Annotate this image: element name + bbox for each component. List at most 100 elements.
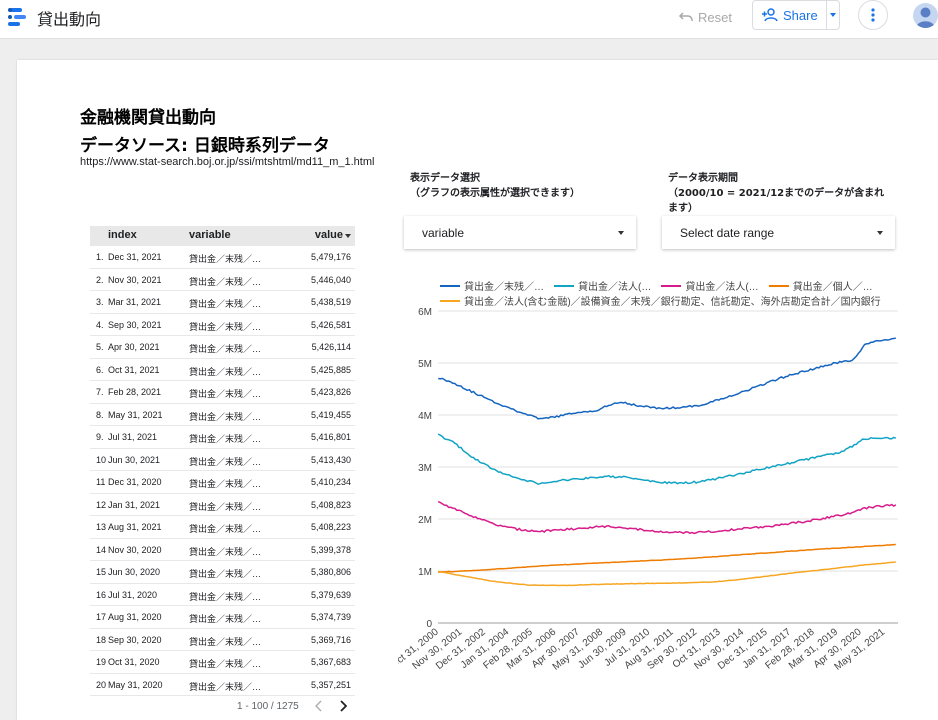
row-number: 1. [96,252,104,262]
cell-variable: 貸出金／末残／… [189,434,262,444]
prev-page-icon[interactable] [314,700,323,712]
cell-variable: 貸出金／末残／… [189,456,262,467]
legend-item[interactable]: 貸出金／法人(… [554,278,651,293]
table-row[interactable]: 15.Jun 30, 2020 貸出金／末残／… 5,380,806 [90,561,355,584]
table-row[interactable]: 19.Oct 31, 2020 貸出金／末残／… 5,367,683 [90,651,355,674]
reset-button[interactable]: Reset [678,7,732,27]
cell-variable: 貸出金／末残／… [189,524,262,534]
cell-index: Mar 31, 2021 [108,297,162,307]
table-row[interactable]: 3. Mar 31, 2021 貸出金／末残／… 5,438,519 [90,291,355,314]
cell-value: 5,426,114 [311,342,351,352]
table-row[interactable]: 1. Dec 31, 2021 貸出金／末残／… 5,479,176 [90,246,355,269]
table-row[interactable]: 14.Nov 30, 2020 貸出金／末残／… 5,399,378 [90,539,355,561]
table-row[interactable]: 12.Jan 31, 2021 貸出金／末残／… 5,408,823 [90,494,355,516]
cell-index: Oct 31, 2021 [108,364,160,375]
cell-value: 5,423,826 [310,387,351,397]
row-number: 12. [96,499,106,510]
cell-index: Jan 31, 2021 [108,499,161,510]
cell-variable: 貸出金／末残／… [189,321,262,332]
row-number: 3. [96,297,104,307]
cell-variable: 貸出金／末残／… [189,299,262,309]
cell-variable: 貸出金／末残／… [189,569,262,579]
table-row[interactable]: 6. Oct 31, 2021 貸出金／末残／… 5,425,885 [90,359,355,381]
daterange-label-line3: ます） [668,203,698,214]
legend-label: 貸出金／法人(… [578,282,652,293]
legend-item[interactable]: 貸出金／法人(含む金融)／設備資金／末残／銀行勘定、信託勘定、海外店勘定合計／国… [440,293,881,308]
next-page-icon[interactable] [339,700,347,712]
series-line [438,543,896,573]
cell-index: Oct 31, 2020 [108,657,160,667]
cell-value: 5,379,639 [310,589,351,600]
column-header-variable[interactable]: variable [189,229,231,241]
share-label: Share [783,7,818,23]
series-line [438,337,896,420]
cell-index: Jun 30, 2021 [108,454,161,465]
legend-swatch [440,299,460,302]
cell-value: 5,408,223 [310,522,351,532]
y-tick-label: 2M [418,515,432,526]
cell-value: 5,367,683 [310,657,351,667]
cell-variable: 貸出金／末残／… [189,411,262,422]
table-row[interactable]: 16.Jul 31, 2020 貸出金／末残／… 5,379,639 [90,584,355,606]
legend-item[interactable]: 貸出金／法人(… [661,278,759,293]
legend-item[interactable]: 貸出金／個人／… [768,278,873,293]
cell-value: 5,374,739 [310,612,351,622]
cell-variable: 貸出金／末残／… [189,636,262,647]
legend-item[interactable]: 貸出金／末残／… [440,278,544,293]
table-row[interactable]: 9. Jul 31, 2021 貸出金／末残／… 5,416,801 [90,426,355,449]
chart-legend-row1: 貸出金／末残／… 貸出金／法人(… 貸出金／法人(… 貸出金／個人／… [440,278,883,293]
table-body: 1. Dec 31, 2021 貸出金／末残／… 5,479,176 2. Nov 30,… [90,246,355,696]
series-line [438,561,896,587]
table-row[interactable]: 8. May 31, 2021 貸出金／末残／… 5,419,455 [90,404,355,426]
cell-value: 5,380,806 [310,567,351,577]
column-header-value[interactable]: value [314,229,343,241]
table-row[interactable]: 11.Dec 31, 2020 貸出金／末残／… 5,410,234 [90,471,355,494]
row-number: 16. [96,589,106,600]
table-row[interactable]: 5. Apr 30, 2021 貸出金／末残／… 5,426,114 [90,336,355,359]
undo-icon [678,12,693,21]
cell-index: Apr 30, 2021 [108,342,160,352]
row-number: 11. [96,477,106,487]
y-tick-label: 1M [418,567,432,578]
table-row[interactable]: 2. Nov 30, 2021 貸出金／末残／… 5,446,040 [90,269,355,291]
cell-value: 5,416,801 [310,432,351,442]
table-row[interactable]: 10.Jun 30, 2021 貸出金／末残／… 5,413,430 [90,449,355,471]
cell-index: May 31, 2020 [108,679,163,690]
top-bar: 貸出動向 Reset Share [0,0,938,39]
table-row[interactable]: 20.May 31, 2020 貸出金／末残／… 5,357,251 [90,674,355,696]
table-row[interactable]: 18.Sep 30, 2020 貸出金／末残／… 5,369,716 [90,629,355,651]
avatar[interactable] [913,3,938,28]
dimension-label-line1: 表示データ選択 [410,173,480,184]
legend-swatch [661,284,682,287]
table-row[interactable]: 7. Feb 28, 2021 貸出金／末残／… 5,423,826 [90,381,355,404]
dropdown-arrow-icon [877,230,883,235]
cell-index: Feb 28, 2021 [108,387,162,397]
more-options-button[interactable] [858,0,888,30]
sort-desc-icon[interactable] [345,234,351,238]
dimension-control-label: 表示データ選択 （グラフの表示属性が選択できます） [410,171,580,201]
add-person-icon [762,8,778,22]
cell-index: Jun 30, 2020 [108,567,161,577]
table-row[interactable]: 13.Aug 31, 2021 貸出金／末残／… 5,408,223 [90,516,355,539]
cell-variable: 貸出金／末残／… [189,344,262,354]
series-line [437,433,897,485]
cell-value: 5,419,455 [310,409,351,420]
date-range-value: Select date range [680,225,775,240]
y-tick-label: 5M [418,359,432,370]
share-button[interactable]: Share [752,0,840,30]
share-dropdown[interactable] [827,1,839,29]
dimension-dropdown[interactable]: variable [404,216,636,249]
column-header-index[interactable]: index [108,229,137,241]
cell-value: 5,408,823 [310,499,351,510]
share-main[interactable]: Share [753,1,818,29]
table-row[interactable]: 4. Sep 30, 2021 貸出金／末残／… 5,426,581 [90,314,355,336]
row-number: 18. [96,634,106,645]
table-row[interactable]: 17.Aug 31, 2020 貸出金／末残／… 5,374,739 [90,606,355,629]
legend-label: 貸出金／法人(含む金融)／設備資金／末残／銀行勘定、信託勘定、海外店勘定合計／国… [464,297,881,308]
daterange-label-line1: データ表示期間 [668,173,738,184]
date-range-dropdown[interactable]: Select date range [662,216,895,249]
cell-variable: 貸出金／末残／… [189,389,262,399]
row-number: 8. [96,409,104,420]
cell-variable: 貸出金／末残／… [189,479,262,489]
